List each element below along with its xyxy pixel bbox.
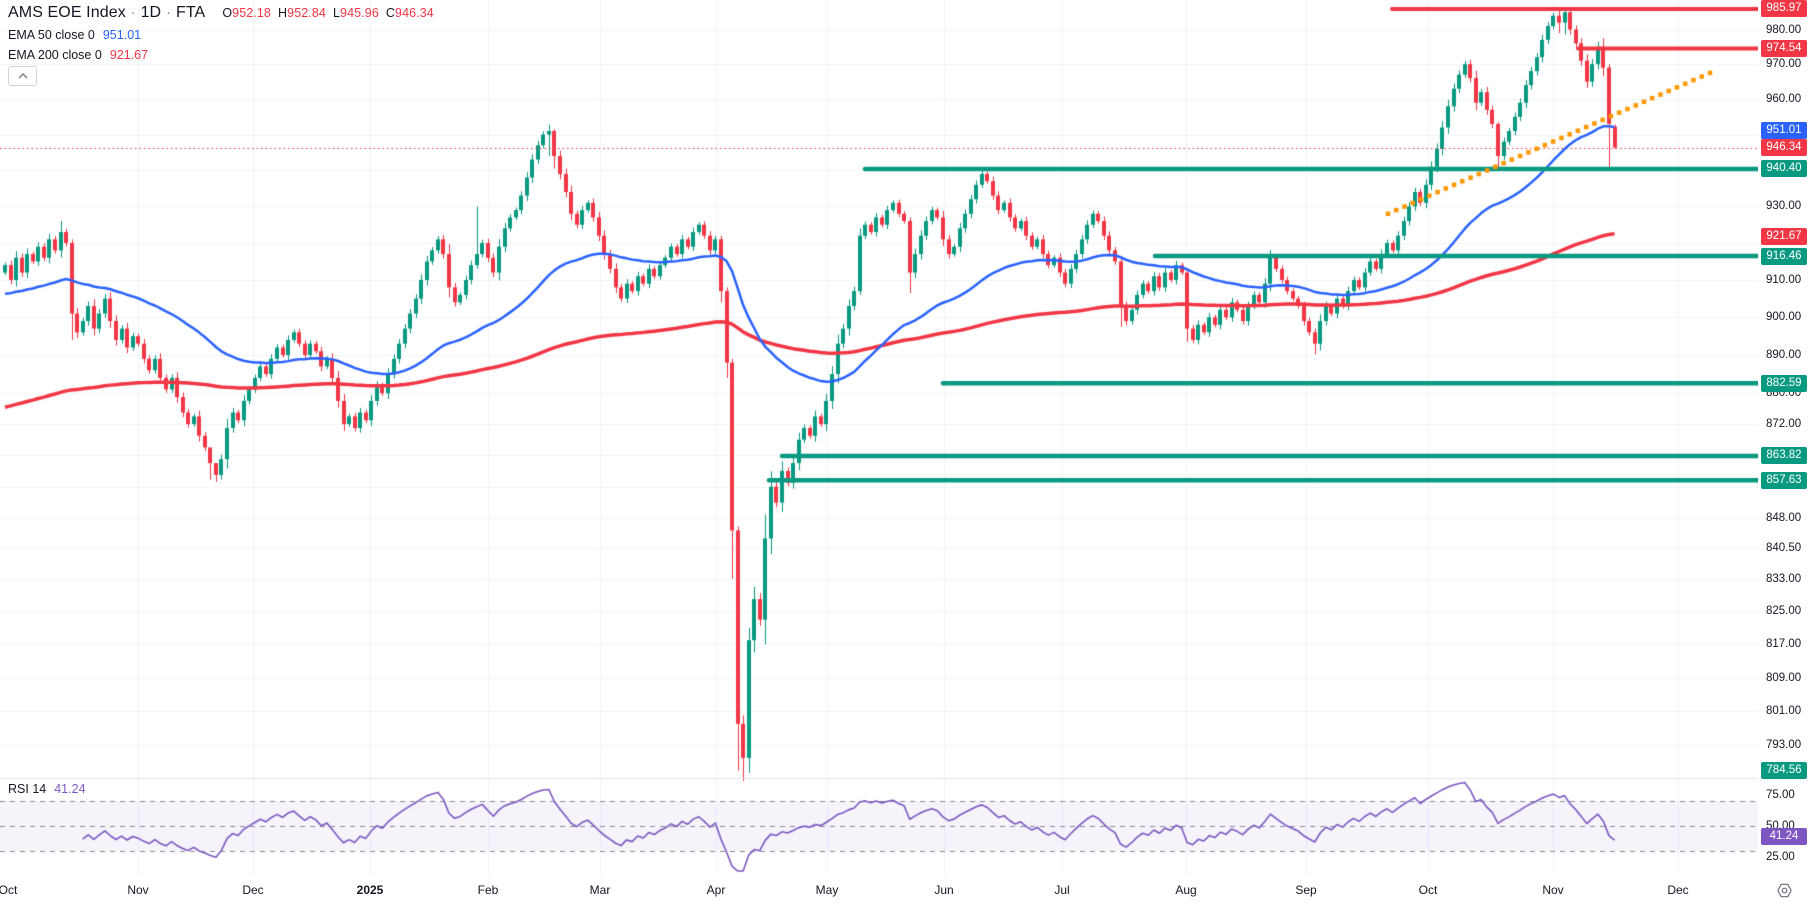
rsi-axis-label: 75.00 <box>1766 789 1795 801</box>
price-axis-label: 970.00 <box>1766 58 1802 71</box>
rsi-badge: 41.24 <box>1761 828 1807 846</box>
price-axis-label: 793.00 <box>1766 739 1802 752</box>
price-axis-label: 960.00 <box>1766 93 1802 106</box>
low-label: L <box>332 6 341 20</box>
price-axis-label: 910.00 <box>1766 273 1802 286</box>
interval-label[interactable]: 1D <box>140 4 162 21</box>
open-value: 952.18 <box>232 6 271 20</box>
legend-collapse-button[interactable] <box>8 66 37 86</box>
ema200-name: EMA 200 close 0 <box>8 48 102 62</box>
ema50-value: 951.01 <box>102 28 142 42</box>
time-axis-label: Apr <box>706 883 726 897</box>
price-axis-label: 833.00 <box>1766 572 1802 585</box>
rsi-length: 14 <box>32 782 47 796</box>
price-axis-label: 890.00 <box>1766 349 1802 362</box>
high-label: H <box>278 6 288 20</box>
rsi-value: 41.24 <box>54 782 86 796</box>
rsi-legend[interactable]: RSI 14 41.24 <box>8 782 86 796</box>
rsi-axis-label: 25.00 <box>1766 851 1795 863</box>
price-axis-label: 825.00 <box>1766 605 1802 618</box>
time-axis-label: Dec <box>1667 883 1689 897</box>
low-value: 945.96 <box>340 6 379 20</box>
time-axis[interactable]: Oct Nov Dec 2025 Feb Mar Apr May Jun Jul Aug Sep Oct… <box>0 875 1811 905</box>
symbol-title[interactable]: AMS EOE Index <box>8 4 126 21</box>
price-badge: 946.34 <box>1761 139 1807 157</box>
price-badge: 985.97 <box>1761 0 1807 18</box>
price-axis[interactable]: 980.00 970.00 960.00 930.00 910.00 900.00 890.… <box>1758 0 1811 875</box>
time-axis-label: Aug <box>1175 883 1197 897</box>
close-value: 946.34 <box>395 6 434 20</box>
price-axis-label: 872.00 <box>1766 418 1802 431</box>
time-axis-label: Sep <box>1295 883 1317 897</box>
separator-dot: · <box>130 4 136 20</box>
price-axis-label: 840.50 <box>1766 542 1802 555</box>
symbol-row: AMS EOE Index · 1D · FTA O952.18 H952.84 L945.9… <box>8 4 434 22</box>
time-axis-label: Jun <box>934 883 954 897</box>
price-badge: 784.56 <box>1761 761 1807 779</box>
price-axis-label: 801.00 <box>1766 705 1802 718</box>
time-axis-label: Nov <box>127 883 149 897</box>
price-badge: 916.46 <box>1761 247 1807 265</box>
symbol-legend: AMS EOE Index · 1D · FTA O952.18 H952.84 L945.9… <box>8 4 434 62</box>
price-axis-label: 817.00 <box>1766 638 1802 651</box>
price-badge: 921.67 <box>1761 228 1807 246</box>
separator-dot: · <box>166 4 171 20</box>
time-axis-label: Oct <box>0 883 18 897</box>
close-label: C <box>385 6 396 20</box>
price-badge: 940.40 <box>1761 160 1807 178</box>
time-axis-label: Nov <box>1542 883 1564 897</box>
ohlc-values: O952.18 H952.84 L945.96 C946.34 <box>215 6 434 20</box>
price-axis-label: 809.00 <box>1766 671 1802 684</box>
ema50-name: EMA 50 close 0 <box>8 28 95 42</box>
chevron-up-icon <box>18 73 27 79</box>
price-axis-label: 980.00 <box>1766 23 1802 36</box>
axis-settings-corner[interactable] <box>1758 875 1811 905</box>
price-axis-label: 848.00 <box>1766 512 1802 525</box>
time-axis-label: 2025 <box>356 883 384 897</box>
high-value: 952.84 <box>287 6 326 20</box>
time-axis-label: Mar <box>589 883 611 897</box>
price-badge: 882.59 <box>1761 374 1807 392</box>
time-axis-label: Dec <box>242 883 264 897</box>
price-scale-settings-icon <box>1777 883 1792 897</box>
price-badge: 974.54 <box>1761 39 1807 57</box>
open-label: O <box>222 6 233 20</box>
price-axis-label: 900.00 <box>1766 311 1802 324</box>
indicator-legend-ema50[interactable]: EMA 50 close 0 951.01 <box>8 28 434 42</box>
time-axis-label: Jul <box>1054 883 1070 897</box>
indicator-legend-ema200[interactable]: EMA 200 close 0 921.67 <box>8 48 434 62</box>
time-axis-label: Feb <box>477 883 499 897</box>
time-axis-label: May <box>815 883 839 897</box>
price-axis-label: 930.00 <box>1766 200 1802 213</box>
ema200-value: 921.67 <box>109 48 149 62</box>
time-axis-label: Oct <box>1418 883 1438 897</box>
rsi-name: RSI <box>8 782 29 796</box>
price-badge: 951.01 <box>1761 122 1807 140</box>
price-badge: 863.82 <box>1761 447 1807 465</box>
price-badge: 857.63 <box>1761 471 1807 489</box>
exchange-label[interactable]: FTA <box>175 4 206 21</box>
